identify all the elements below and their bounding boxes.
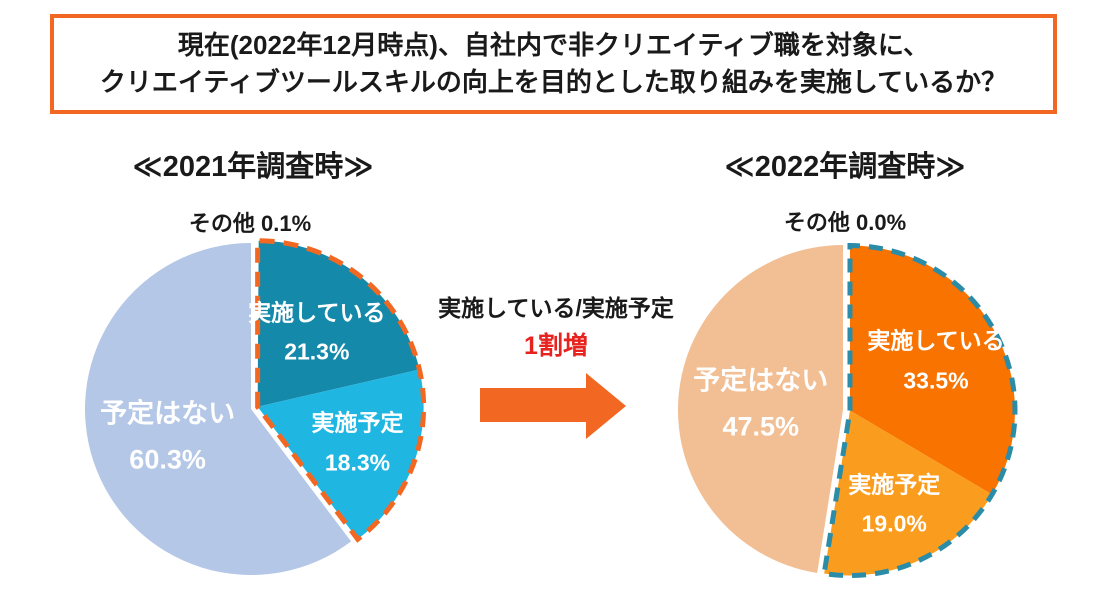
segment-value: 47.5% bbox=[722, 411, 800, 442]
question-line2: クリエイティブツールスキルの向上を目的とした取り組みを実施しているか？ bbox=[99, 67, 1008, 97]
pie-1-segment-1 bbox=[849, 245, 1015, 495]
pie-1-segment-label-2: 実施予定 19.0% bbox=[848, 465, 940, 544]
segment-value: 21.3% bbox=[284, 338, 350, 365]
segment-name: 予定はない bbox=[100, 398, 236, 429]
pie-0-segment-3 bbox=[84, 242, 352, 575]
pie-0-segment-0 bbox=[257, 240, 259, 407]
segment-name: 実施予定 bbox=[848, 471, 941, 498]
segment-name: 実施している bbox=[867, 327, 1005, 354]
segment-name: 実施予定 bbox=[311, 409, 404, 436]
annotation-increase-label: 1割増 bbox=[524, 332, 588, 360]
segment-name: 実施している bbox=[248, 299, 386, 326]
arrow-right-icon bbox=[480, 373, 626, 439]
question-title-box: 現在(2022年12月時点)、自社内で非クリエイティブ職を対象に、 クリエイティ… bbox=[50, 14, 1057, 114]
pie-2022-other-label: その他 0.0% bbox=[783, 210, 907, 235]
segment-value: 18.3% bbox=[324, 449, 391, 476]
annotation-label: 実施している/実施予定 bbox=[438, 295, 674, 321]
pie-1-segment-label-3: 予定はない 47.5% bbox=[693, 357, 828, 450]
pie-1-segment-2 bbox=[824, 410, 993, 576]
pie-0-segment-2 bbox=[257, 369, 424, 540]
segment-value: 19.0% bbox=[861, 510, 927, 537]
pie-0-segment-label-1: 実施している 21.3% bbox=[248, 293, 385, 372]
pie-0-segment-1 bbox=[257, 240, 420, 407]
pie-1-segment-3 bbox=[678, 245, 843, 573]
pie-0-highlight-outline bbox=[255, 238, 427, 543]
arrow-right-shape bbox=[480, 373, 626, 439]
segment-value: 33.5% bbox=[903, 367, 969, 394]
pie-0-segment-label-2: 実施予定 18.3% bbox=[311, 404, 403, 483]
question-line1: 現在(2022年12月時点)、自社内で非クリエイティブ職を対象に、 bbox=[177, 30, 930, 60]
pie-2021-other-label: その他 0.1% bbox=[188, 211, 312, 236]
pie-2022-title: ≪2022年調査時≫ bbox=[724, 151, 966, 183]
pie-svg-0 bbox=[84, 238, 427, 575]
pie-0-segment-label-3: 予定はない 60.3% bbox=[100, 391, 235, 484]
pie-2021-title: ≪2021年調査時≫ bbox=[132, 151, 374, 183]
pie-svg-1 bbox=[678, 243, 1018, 578]
pie-1-highlight-outline bbox=[821, 243, 1018, 578]
segment-value: 60.3% bbox=[129, 444, 206, 475]
segment-name: 予定はない bbox=[693, 365, 829, 396]
pie-1-segment-label-1: 実施している 33.5% bbox=[867, 322, 1004, 401]
